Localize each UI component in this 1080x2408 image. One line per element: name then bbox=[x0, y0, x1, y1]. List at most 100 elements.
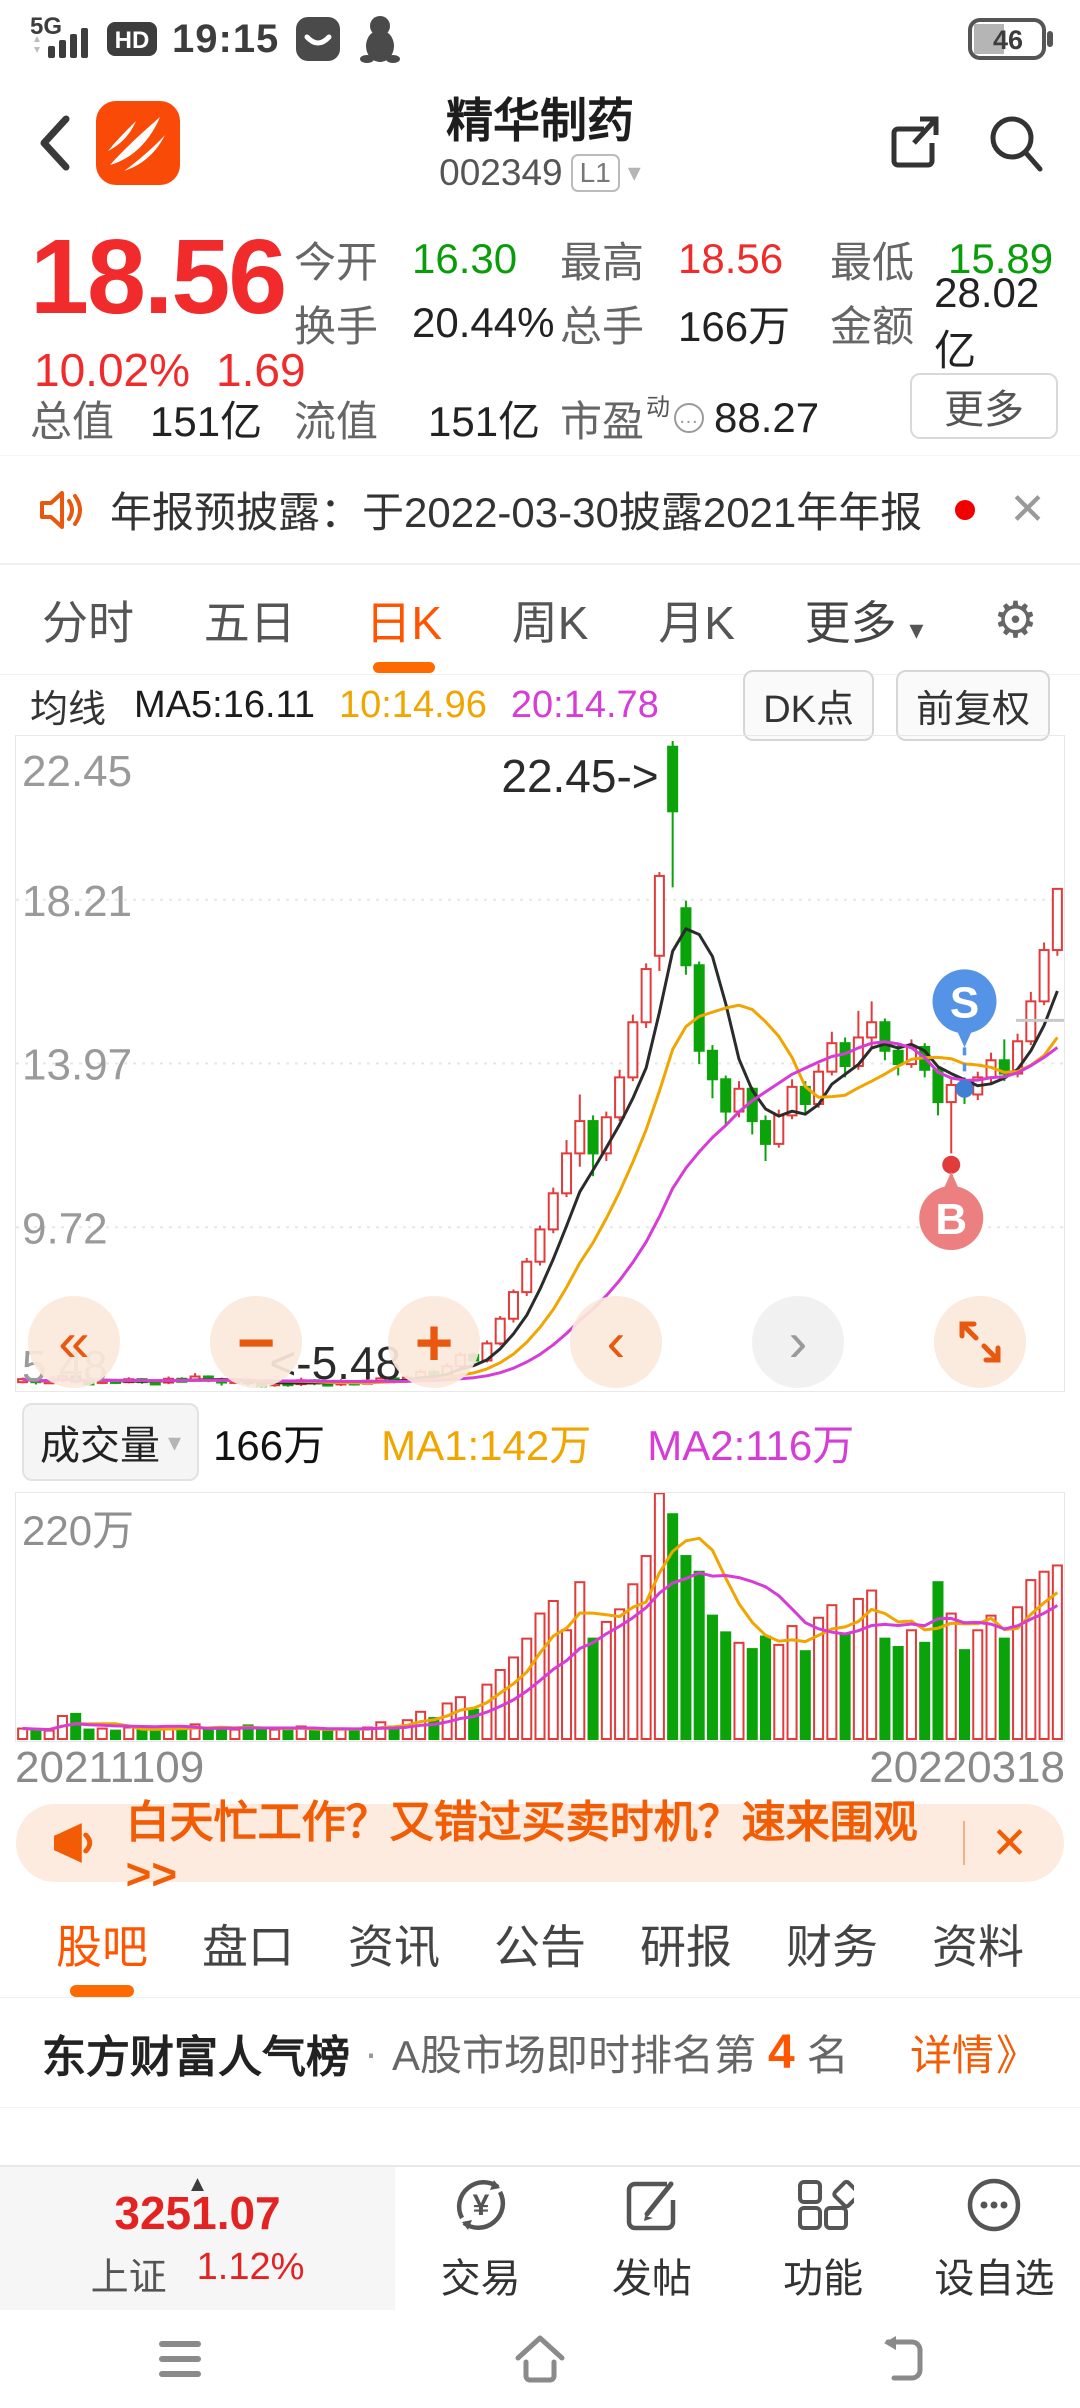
fullscreen-button[interactable] bbox=[934, 1296, 1026, 1388]
chevron-down-icon[interactable]: ▾ bbox=[627, 157, 641, 187]
tab-guba[interactable]: 股吧 bbox=[56, 1895, 148, 1993]
svg-text:9.72: 9.72 bbox=[22, 1204, 108, 1253]
tab-daily-k[interactable]: 日K bbox=[365, 569, 442, 671]
volume-header: 成交量 ▾ 166万 MA1:142万 MA2:116万 bbox=[0, 1392, 1080, 1492]
index-quote-block[interactable]: ▲ 3251.07 上证 1.12% bbox=[0, 2167, 395, 2310]
pan-right-button[interactable]: › bbox=[752, 1296, 844, 1388]
trade-button[interactable]: ¥ 交易 bbox=[395, 2167, 566, 2310]
rank-desc: A股市场即时排名第 bbox=[392, 2032, 757, 2079]
tab-profile[interactable]: 资料 bbox=[932, 1920, 1024, 1973]
tab-notices[interactable]: 公告 bbox=[494, 1920, 586, 1973]
chevron-down-icon: ▾ bbox=[168, 1426, 182, 1457]
ma-label: 均线 bbox=[30, 688, 107, 731]
tab-monthly-k[interactable]: 月K bbox=[658, 596, 735, 649]
content-spacer bbox=[0, 2108, 1080, 2165]
ad-banner[interactable]: 白天忙工作？又错过买卖时机？速来围观>> ✕ bbox=[16, 1798, 1064, 1899]
last-price: 18.56 bbox=[30, 218, 287, 336]
section-tabs: 股吧 盘口 资讯 公告 研报 财务 资料 bbox=[0, 1890, 1080, 1998]
nav-back-button[interactable] bbox=[720, 2334, 1080, 2384]
svg-text:5G: 5G bbox=[30, 14, 62, 40]
price-change: 10.02% 1.69 bbox=[34, 343, 306, 397]
svg-text:13.97: 13.97 bbox=[22, 1041, 132, 1090]
quote-stats: 今开 16.30 最高 18.56 最低 15.89 换手 20.44% 总手 166万 … bbox=[294, 227, 1064, 374]
index-up-icon: ▲ bbox=[186, 2171, 209, 2196]
chart-settings-gear-icon[interactable]: ⚙ bbox=[993, 591, 1038, 648]
forward-adjust-button[interactable]: 前复权 bbox=[895, 669, 1050, 741]
post-button[interactable]: 发帖 bbox=[566, 2167, 737, 2310]
svg-text:¥: ¥ bbox=[472, 2189, 489, 2222]
status-bar: 5G HD 19:15 bbox=[0, 0, 1080, 70]
signal-5g-icon: 5G bbox=[30, 14, 88, 58]
rank-title: 东方财富人气榜 bbox=[42, 2032, 350, 2082]
tab-pankou[interactable]: 盘口 bbox=[202, 1920, 294, 1973]
svg-text:22.45->: 22.45-> bbox=[501, 750, 658, 802]
zoom-out-button[interactable]: − bbox=[210, 1296, 302, 1388]
expand-icon bbox=[959, 1321, 1001, 1363]
tab-5day[interactable]: 五日 bbox=[203, 596, 296, 649]
stat-amount: 金额 28.02亿 bbox=[830, 268, 1040, 374]
stat-high: 最高 18.56 bbox=[560, 235, 784, 286]
stock-code: 002349 bbox=[439, 151, 563, 193]
volume-axis-tick: 220万 bbox=[22, 1507, 135, 1554]
tab-finance[interactable]: 财务 bbox=[786, 1920, 878, 1973]
svg-text:S: S bbox=[950, 978, 979, 1027]
dk-point-button[interactable]: DK点 bbox=[743, 669, 874, 741]
svg-text:22.45: 22.45 bbox=[22, 747, 132, 796]
battery-level: 46 bbox=[993, 25, 1023, 55]
stat-low: 最低 15.89 bbox=[830, 235, 1054, 286]
features-grid-icon bbox=[798, 2179, 855, 2230]
trade-icon: ¥ bbox=[456, 2179, 505, 2230]
unread-dot bbox=[955, 499, 976, 520]
tab-more[interactable]: 更多 ▾ bbox=[804, 596, 924, 649]
ad-text: 白天忙工作？又错过买卖时机？速来围观>> bbox=[125, 1798, 918, 1899]
stat-open: 今开 16.30 bbox=[294, 235, 518, 286]
chevron-down-icon: ▾ bbox=[909, 613, 924, 645]
tab-news[interactable]: 资讯 bbox=[348, 1920, 440, 1973]
home-icon bbox=[515, 2335, 565, 2383]
features-button[interactable]: 功能 bbox=[738, 2167, 909, 2310]
back-button[interactable] bbox=[34, 111, 74, 175]
rank-detail-link[interactable]: 详情》 bbox=[909, 2032, 1038, 2079]
caps-row: 总值 151亿 流值 151亿 市盈动 … 88.27 更多 bbox=[0, 373, 1080, 449]
megaphone-icon bbox=[53, 1823, 93, 1863]
ma20-value: 20:14.78 bbox=[510, 683, 659, 726]
tab-research[interactable]: 研报 bbox=[640, 1920, 732, 1973]
search-icon[interactable] bbox=[986, 112, 1046, 174]
menu-icon bbox=[159, 2341, 201, 2377]
stat-pe: 市盈动 … 88.27 bbox=[560, 393, 820, 445]
stat-volume: 总手 166万 bbox=[560, 302, 791, 350]
tab-minute[interactable]: 分时 bbox=[42, 596, 134, 649]
ad-close-icon[interactable]: ✕ bbox=[991, 1818, 1028, 1868]
share-icon[interactable] bbox=[884, 113, 942, 173]
qq-penguin-icon bbox=[360, 16, 401, 63]
pe-info-icon[interactable]: … bbox=[674, 403, 705, 433]
tab-weekly-k[interactable]: 周K bbox=[511, 596, 589, 649]
more-stats-button[interactable]: 更多 bbox=[910, 373, 1058, 439]
popularity-rank-bar[interactable]: 东方财富人气榜 · A股市场即时排名第 4 名 详情》 bbox=[0, 1998, 1080, 2108]
rewind-button[interactable]: « bbox=[28, 1296, 120, 1388]
zoom-in-button[interactable]: + bbox=[388, 1296, 480, 1388]
watchlist-ellipsis-icon bbox=[968, 2178, 1021, 2231]
back-nav-icon bbox=[884, 2336, 923, 2381]
svg-text:HD: HD bbox=[115, 27, 150, 54]
battery-icon: 46 bbox=[968, 18, 1053, 60]
pan-left-button[interactable]: ‹ bbox=[570, 1296, 662, 1388]
announcement-close-icon[interactable]: ✕ bbox=[1009, 485, 1046, 534]
announcement-bar[interactable]: 年报预披露：于2022-03-30披露2021年年报 ✕ bbox=[0, 455, 1080, 565]
volume-chart[interactable]: 220万 bbox=[15, 1492, 1065, 1742]
index-name: 上证 bbox=[90, 2257, 167, 2299]
add-watchlist-button[interactable]: 设自选 bbox=[909, 2167, 1080, 2310]
volume-indicator-selector[interactable]: 成交量 ▾ bbox=[22, 1403, 200, 1481]
notification-app-icon bbox=[296, 17, 341, 61]
clock: 19:15 bbox=[172, 16, 280, 61]
stat-turnover: 换手 20.44% bbox=[294, 299, 555, 350]
ma5-value: MA5:16.11 bbox=[134, 683, 315, 726]
chart-period-tabs: 分时 五日 日K 周K 月K 更多 ▾ ⚙ bbox=[0, 565, 1080, 675]
stock-name-title: 精华制药 bbox=[446, 93, 634, 147]
quote-panel: 18.56 10.02% 1.69 今开 16.30 最高 18.56 最低 15.8… bbox=[0, 215, 1080, 455]
post-pencil-icon bbox=[626, 2181, 676, 2230]
volume-ma1: MA1:142万 bbox=[381, 1421, 592, 1469]
nav-home-button[interactable] bbox=[360, 2334, 720, 2384]
nav-menu-button[interactable] bbox=[0, 2337, 360, 2381]
